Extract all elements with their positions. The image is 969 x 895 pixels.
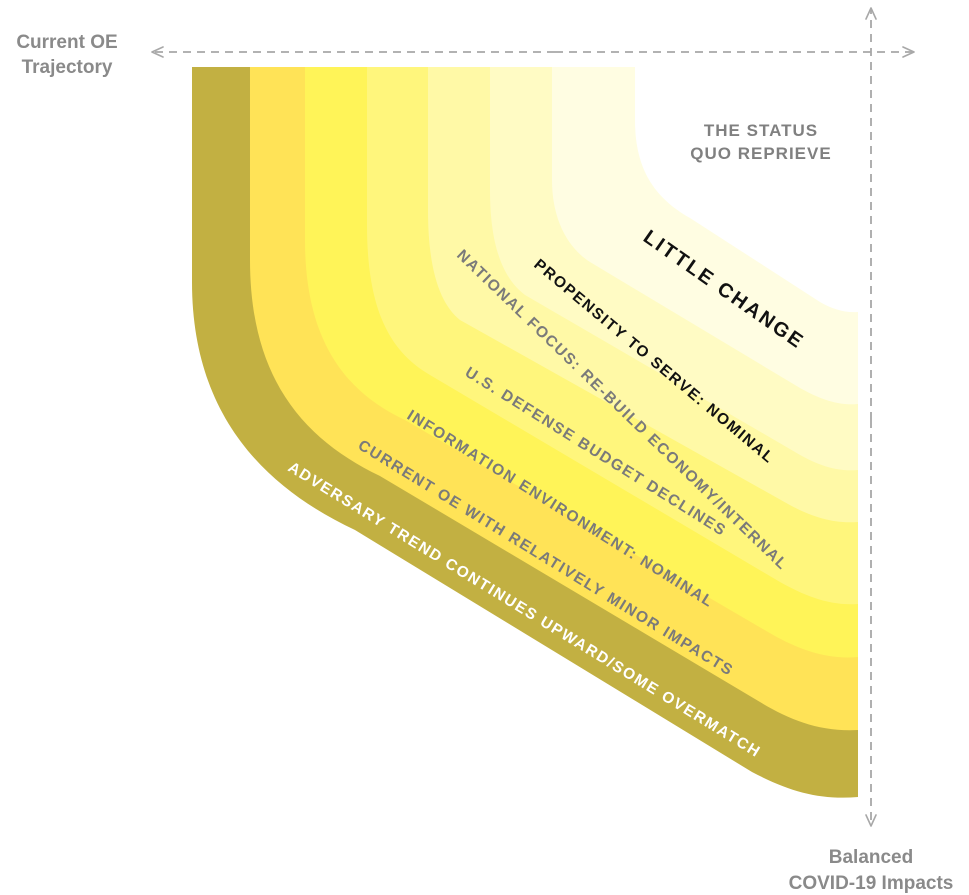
scenario-title-line1: THE STATUS — [704, 121, 818, 140]
band-group — [192, 67, 858, 798]
status-quo-region — [635, 67, 858, 313]
horizontal-axis-label-line1: Current OE — [16, 32, 117, 53]
vertical-axis-label-line2: COVID-19 Impacts — [789, 873, 954, 894]
horizontal-axis-label-line2: Trajectory — [22, 57, 113, 78]
vertical-axis-label-line1: Balanced — [829, 847, 913, 868]
scenario-title-line2: QUO REPRIEVE — [690, 144, 831, 163]
